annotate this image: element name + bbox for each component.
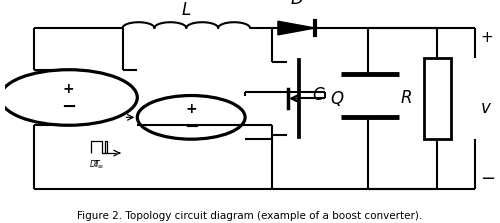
Text: −: − (61, 98, 76, 116)
Text: $Q$: $Q$ (330, 89, 345, 108)
Text: −: − (184, 118, 199, 136)
Text: $R$: $R$ (400, 90, 411, 107)
Text: $DT_s$: $DT_s$ (88, 158, 104, 171)
Polygon shape (278, 21, 315, 35)
Text: $v$: $v$ (480, 100, 492, 117)
Text: $D$: $D$ (290, 0, 304, 8)
Text: $L$: $L$ (181, 2, 192, 19)
Text: $C$: $C$ (312, 87, 326, 104)
Bar (424, 58, 451, 139)
Text: $T_s$: $T_s$ (94, 158, 103, 171)
Text: Figure 2. Topology circuit diagram (example of a boost converter).: Figure 2. Topology circuit diagram (exam… (78, 211, 422, 221)
Text: +: + (480, 31, 493, 45)
Text: +: + (63, 82, 74, 96)
Text: +: + (186, 102, 197, 116)
Text: −: − (480, 170, 496, 188)
